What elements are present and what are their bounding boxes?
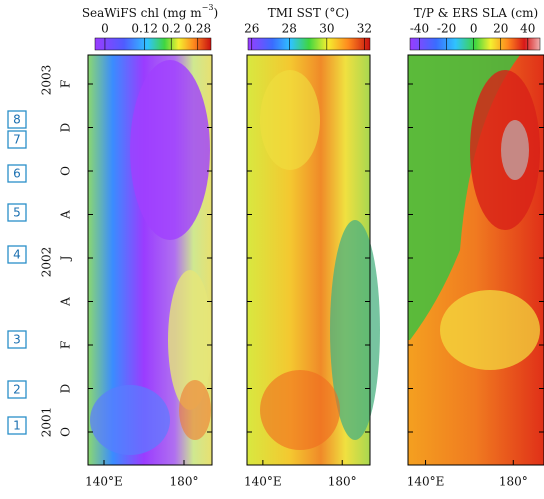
colorbar-tick-label: 0 — [101, 22, 109, 36]
x-tick-label: 140°E — [244, 475, 282, 489]
year-label: 2003 — [40, 65, 54, 96]
month-label: A — [59, 297, 73, 307]
event-label: 7 — [13, 133, 21, 147]
colorbar-tick-label: 26 — [244, 22, 259, 36]
event-label: 6 — [13, 167, 21, 181]
title-end: ) — [213, 6, 218, 20]
event-label: 3 — [13, 333, 21, 347]
month-label: D — [59, 384, 73, 394]
event-label: 4 — [13, 248, 21, 262]
colorbar-tick-label: 40 — [520, 22, 535, 36]
x-tick-label: 140°E — [85, 475, 123, 489]
month-label: D — [59, 123, 73, 133]
x-tick-label: 180° — [328, 475, 357, 489]
title-text: T/P & ERS SLA (cm) — [414, 6, 538, 20]
colorbar-tick-label: -40 — [410, 22, 429, 36]
panel-title: T/P & ERS SLA (cm) — [414, 6, 538, 20]
year-label: 2002 — [40, 247, 54, 278]
title-text: TMI SST (°C) — [268, 6, 349, 20]
event-label: 1 — [13, 419, 21, 433]
title-exponent: −3 — [202, 3, 214, 12]
x-tick-label: 140°E — [407, 475, 445, 489]
month-label: A — [59, 210, 73, 220]
month-label: O — [59, 166, 73, 176]
colorbar-tick-label: -20 — [437, 22, 456, 36]
colorbar-tick-label: 0.12 — [131, 22, 158, 36]
month-label: F — [59, 341, 73, 349]
year-label: 2001 — [40, 407, 54, 438]
colorbar-tick-label: 0 — [470, 22, 478, 36]
colorbar-tick-label: 20 — [493, 22, 508, 36]
colorbar-tick-label: 32 — [357, 22, 372, 36]
panel-title: SeaWiFS chl (mg m−3) — [82, 3, 218, 20]
colorbar-tick-label: 0.2 — [162, 22, 181, 36]
colorbar — [94, 37, 212, 51]
panel-title: TMI SST (°C) — [268, 6, 349, 20]
panel-field — [88, 55, 544, 465]
event-boxes — [7, 110, 27, 435]
event-label: 8 — [13, 113, 21, 127]
colorbar-tick-label: 28 — [282, 22, 297, 36]
month-label: O — [59, 427, 73, 437]
month-label: F — [59, 80, 73, 88]
colorbar-tick-label: 0.28 — [184, 22, 211, 36]
panel-frame — [87, 54, 544, 466]
x-tick-label: 180° — [499, 475, 528, 489]
colorbar-tick-label: 30 — [319, 22, 334, 36]
event-label: 2 — [13, 383, 21, 397]
x-tick-label: 180° — [170, 475, 199, 489]
title-text: SeaWiFS chl (mg m — [82, 6, 202, 20]
month-label: J — [59, 255, 73, 262]
event-label: 5 — [13, 206, 21, 220]
colorbar — [247, 37, 371, 51]
colorbar — [409, 37, 541, 51]
